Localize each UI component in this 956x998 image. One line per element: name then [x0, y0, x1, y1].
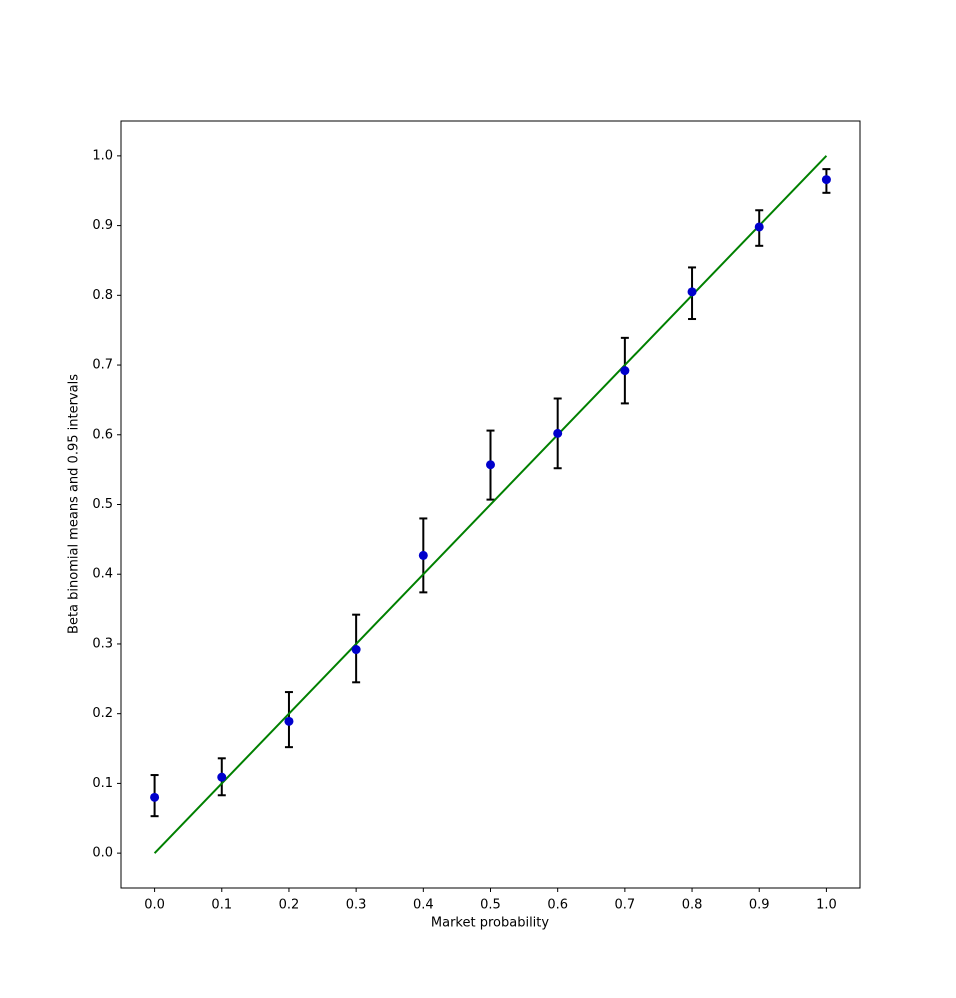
point — [150, 792, 160, 802]
x-tick-label: 0.7 — [615, 898, 636, 913]
x-tick-label: 0.6 — [547, 898, 568, 913]
y-tick-label: 0.6 — [92, 427, 113, 442]
point — [418, 550, 428, 560]
y-tick-label: 0.7 — [92, 358, 113, 373]
x-tick-label: 0.1 — [211, 898, 232, 913]
x-tick-label: 1.0 — [816, 898, 837, 913]
point — [754, 222, 764, 232]
y-tick-label: 0.1 — [92, 776, 113, 791]
point — [553, 428, 563, 438]
x-tick-label: 0.2 — [279, 898, 300, 913]
point — [486, 460, 495, 470]
y-axis-label: Beta binomial means and 0.95 intervals — [67, 374, 82, 634]
x-tick-label: 0.5 — [480, 898, 501, 913]
point — [284, 716, 294, 726]
y-tick-label: 0.5 — [92, 497, 113, 512]
reference-line — [153, 155, 828, 854]
x-tick-label: 0.4 — [413, 898, 434, 913]
x-tick-label: 0.0 — [144, 898, 165, 913]
point — [687, 287, 697, 297]
y-tick-label: 0.8 — [92, 288, 113, 303]
point — [217, 772, 227, 782]
point — [351, 645, 361, 655]
y-tick-label: 1.0 — [92, 148, 113, 163]
axes-frame — [120, 120, 861, 889]
x-axis-label: Market probability — [431, 916, 549, 931]
x-tick-label: 0.9 — [749, 898, 770, 913]
y-tick-label: 0.2 — [92, 706, 113, 721]
point — [821, 175, 831, 185]
x-tick-label: 0.3 — [346, 898, 367, 913]
y-tick-label: 0.0 — [92, 846, 113, 861]
y-tick-label: 0.9 — [92, 218, 113, 233]
y-tick-label: 0.3 — [92, 636, 113, 651]
y-tick-label: 0.4 — [92, 567, 113, 582]
point — [620, 366, 630, 376]
x-tick-label: 0.8 — [682, 898, 703, 913]
